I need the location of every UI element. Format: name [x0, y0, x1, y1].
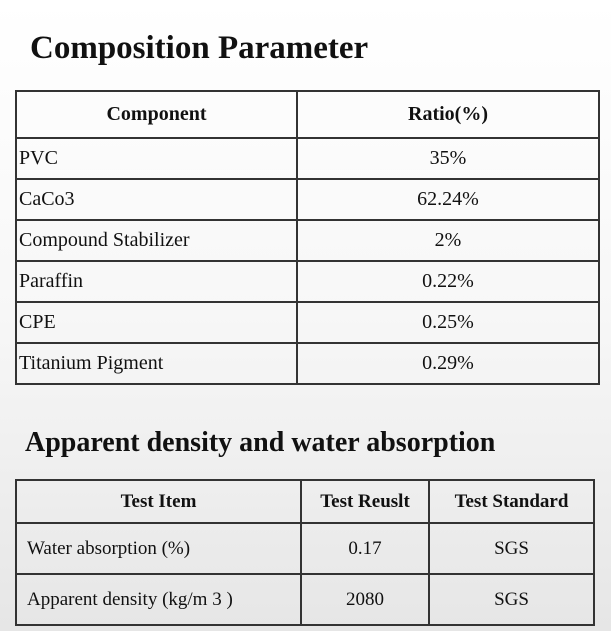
table-cell: 0.17 — [300, 522, 430, 575]
table-cell: Compound Stabilizer — [15, 219, 298, 262]
composition-table: Component Ratio(%) PVC 35% CaCo3 62.24% Compou… — [15, 90, 600, 385]
table-cell: CaCo3 — [15, 178, 298, 221]
header-cell: Component — [15, 90, 298, 139]
table-row: PVC 35% — [15, 137, 600, 180]
section-title: Composition Parameter — [30, 30, 369, 66]
table-cell: Paraffin — [15, 260, 298, 303]
table-row: Water absorption (%) 0.17 SGS — [15, 522, 595, 575]
table-row: CPE 0.25% — [15, 301, 600, 344]
table-row: Paraffin 0.22% — [15, 260, 600, 303]
table-cell: 0.29% — [296, 342, 600, 385]
table-row: Apparent density (kg/m 3 ) 2080 SGS — [15, 573, 595, 626]
table-row: Compound Stabilizer 2% — [15, 219, 600, 262]
table-cell: 0.22% — [296, 260, 600, 303]
table-cell: Apparent density (kg/m 3 ) — [15, 573, 302, 626]
table-cell: 2% — [296, 219, 600, 262]
table-cell: CPE — [15, 301, 298, 344]
header-cell: Ratio(%) — [296, 90, 600, 139]
header-row: Test Item Test Reuslt Test Standard — [15, 479, 595, 524]
table-row: Titanium Pigment 0.29% — [15, 342, 600, 385]
table-cell: PVC — [15, 137, 298, 180]
header-cell: Test Reuslt — [300, 479, 430, 524]
table-cell: SGS — [428, 573, 595, 626]
table-row: CaCo3 62.24% — [15, 178, 600, 221]
section-title: Apparent density and water absorption — [25, 427, 496, 458]
table-cell: Water absorption (%) — [15, 522, 302, 575]
table-cell: 2080 — [300, 573, 430, 626]
table-cell: 62.24% — [296, 178, 600, 221]
header-row: Component Ratio(%) — [15, 90, 600, 139]
table-cell: 0.25% — [296, 301, 600, 344]
density-table: Test Item Test Reuslt Test Standard Water a… — [15, 479, 595, 626]
header-cell: Test Standard — [428, 479, 595, 524]
table-cell: 35% — [296, 137, 600, 180]
header-cell: Test Item — [15, 479, 302, 524]
table-cell: Titanium Pigment — [15, 342, 298, 385]
table-cell: SGS — [428, 522, 595, 575]
